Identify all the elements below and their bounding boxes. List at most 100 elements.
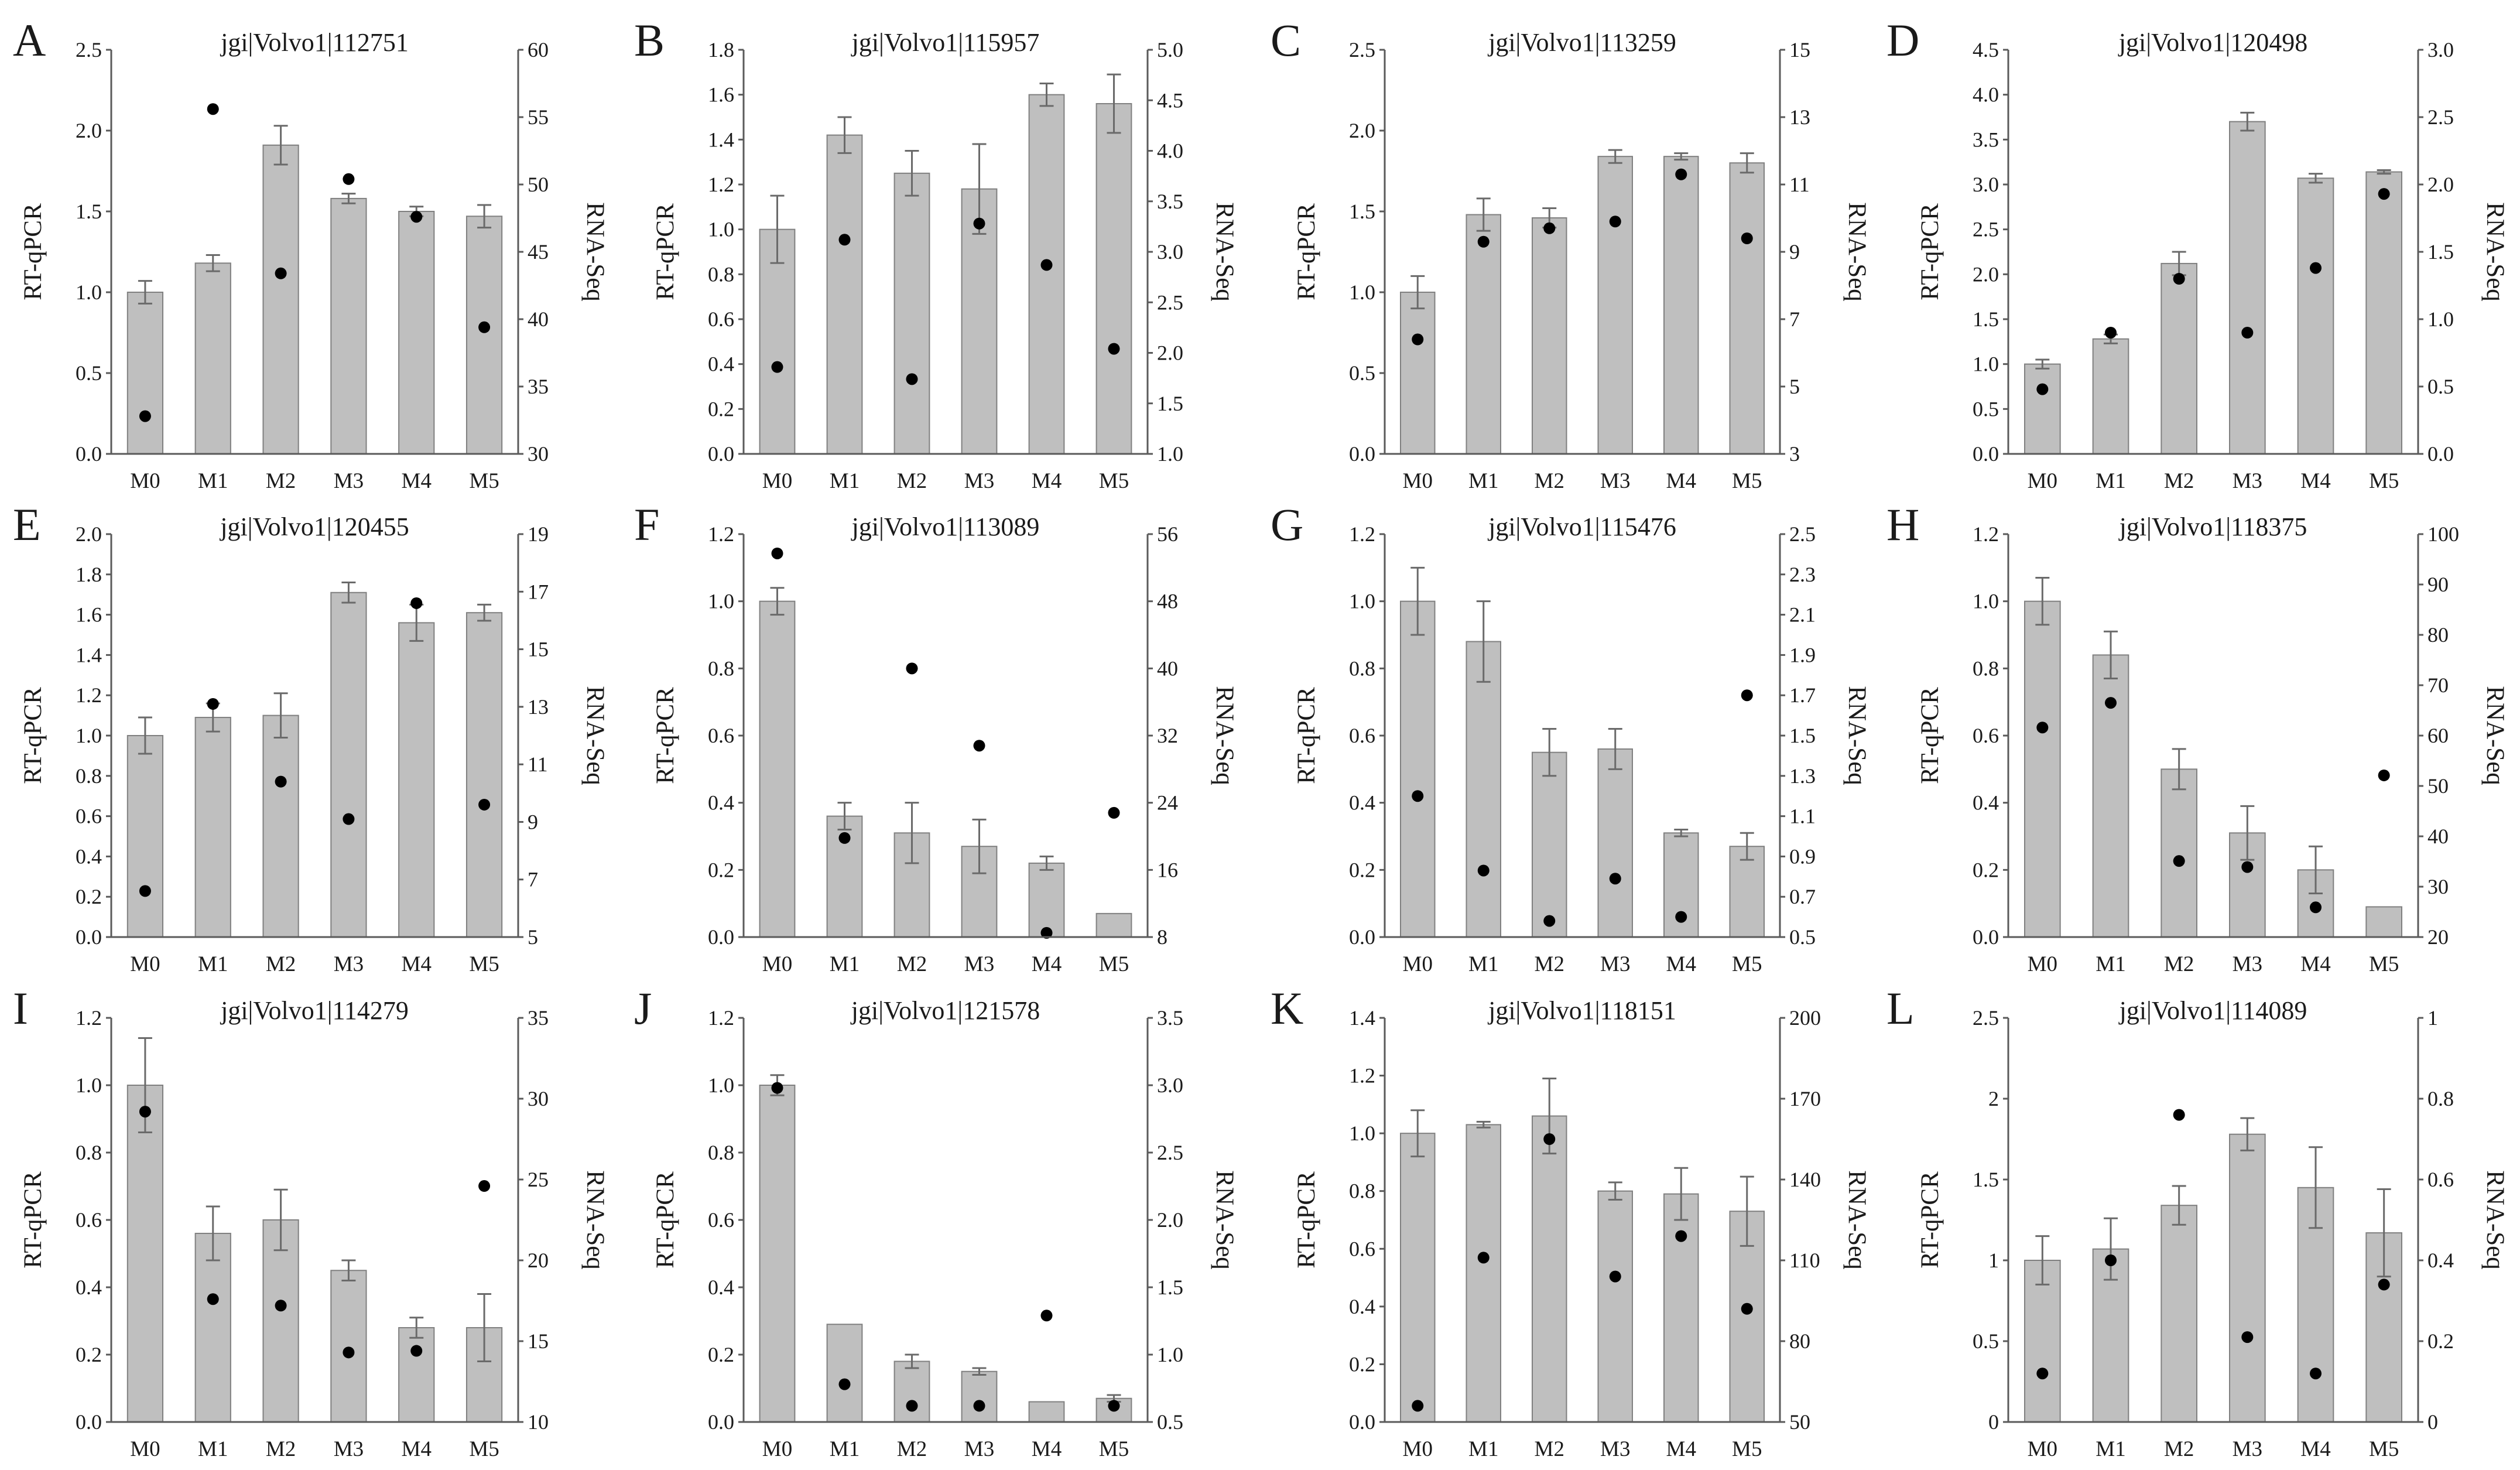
y2-tick-label: 0.5 (2427, 375, 2454, 398)
y-tick-label: 0.8 (708, 1141, 734, 1164)
y-axis-title: RT-qPCR (1916, 203, 1944, 300)
category-label: M2 (2164, 1437, 2194, 1461)
rnaseq-point-m2 (906, 373, 918, 385)
category-label: M1 (830, 952, 860, 976)
y2-tick-label: 40 (2427, 825, 2449, 848)
category-label: M3 (334, 952, 364, 976)
category-label: M2 (2164, 952, 2194, 976)
panel-letter: K (1271, 983, 1303, 1034)
category-label: M1 (1468, 952, 1498, 976)
y2-tick-label: 15 (528, 1329, 549, 1353)
bar-m3 (2229, 121, 2266, 454)
panel-title: jgi|Volvo1|118375 (2118, 512, 2307, 541)
y-tick-label: 0.0 (708, 925, 734, 949)
category-label: M4 (2300, 1437, 2330, 1461)
y-tick-label: 0.8 (708, 657, 734, 680)
y2-tick-label: 90 (2427, 573, 2449, 596)
bar-m1 (826, 1324, 863, 1423)
y2-tick-label: 30 (2427, 875, 2449, 898)
y2-tick-label: 0.5 (1157, 1410, 1183, 1434)
rnaseq-point-m3 (1609, 1270, 1621, 1283)
y2-tick-label: 32 (1157, 724, 1178, 747)
panel-title: jgi|Volvo1|118151 (1487, 996, 1676, 1025)
y-tick-label: 0.4 (1349, 791, 1375, 815)
category-label: M0 (2028, 1437, 2057, 1461)
y-tick-label: 2.0 (1349, 119, 1375, 142)
bar-m4 (1663, 1193, 1699, 1423)
panel-letter: L (1886, 983, 1915, 1034)
panel-letter: I (13, 983, 28, 1034)
bar-m0 (759, 228, 796, 454)
y2-tick-label: 2.5 (1157, 290, 1183, 314)
bar-m2 (262, 1219, 299, 1423)
y-tick-label: 1.0 (708, 218, 734, 241)
bar-m5 (465, 216, 503, 454)
y2-axis-title: RNA-Seq (1843, 686, 1871, 785)
panel-letter: G (1271, 499, 1303, 550)
y-axis-title: RT-qPCR (1293, 687, 1320, 784)
panel-title: jgi|Volvo1|120455 (219, 512, 409, 541)
rnaseq-point-m3 (973, 1400, 985, 1412)
bar-m0 (2024, 600, 2061, 938)
y-tick-label: 4.0 (1973, 83, 1999, 107)
rnaseq-point-m5 (2378, 769, 2390, 781)
y-tick-label: 0.0 (1973, 442, 1999, 466)
y-axis-title: RT-qPCR (1293, 1171, 1320, 1269)
rnaseq-point-m2 (2173, 855, 2185, 867)
y2-tick-label: 70 (2427, 674, 2449, 697)
y2-tick-label: 0.0 (2427, 442, 2454, 466)
rnaseq-point-m3 (973, 740, 985, 752)
bar-m5 (2365, 171, 2402, 454)
y2-tick-label: 50 (2427, 774, 2449, 798)
category-label: M4 (1666, 469, 1696, 493)
y-tick-label: 0.2 (76, 885, 102, 908)
y-tick-label: 0.2 (708, 858, 734, 881)
y-tick-label: 0.8 (1349, 1180, 1375, 1203)
bar-m5 (1729, 162, 1765, 454)
y2-tick-label: 4.0 (1157, 139, 1183, 163)
panel-letter: E (13, 499, 41, 550)
category-label: M3 (2233, 469, 2262, 493)
y-tick-label: 0.6 (708, 724, 734, 747)
category-label: M2 (2164, 469, 2194, 493)
y2-tick-label: 200 (1789, 1006, 1821, 1030)
y-tick-label: 2 (1988, 1087, 1999, 1110)
y2-tick-label: 1.5 (1789, 724, 1816, 747)
rnaseq-point-m2 (1543, 222, 1556, 234)
category-label: M2 (266, 952, 296, 976)
y2-tick-label: 11 (1789, 173, 1810, 196)
category-label: M5 (1732, 952, 1762, 976)
y-tick-label: 0.5 (1349, 361, 1375, 385)
rnaseq-point-m3 (2241, 861, 2254, 873)
y2-tick-label: 40 (1157, 657, 1178, 680)
y2-axis-title: RNA-Seq (1211, 686, 1238, 785)
rnaseq-point-m0 (771, 361, 783, 373)
bar-m1 (826, 134, 863, 454)
category-label: M4 (1032, 1437, 1062, 1461)
bar-m0 (759, 600, 796, 938)
y-tick-label: 0.5 (1973, 1329, 1999, 1353)
y-tick-label: 1.5 (76, 200, 102, 223)
y-tick-label: 1.2 (76, 683, 102, 707)
category-label: M5 (1099, 952, 1129, 976)
rnaseq-point-m5 (1108, 806, 1120, 819)
rnaseq-point-m3 (2241, 1331, 2254, 1343)
y-tick-label: 1.0 (76, 724, 102, 747)
category-label: M0 (130, 1437, 160, 1461)
category-label: M3 (964, 1437, 994, 1461)
rnaseq-point-m3 (973, 217, 985, 230)
y-axis-title: RT-qPCR (652, 203, 679, 300)
y2-tick-label: 20 (528, 1249, 549, 1272)
y-tick-label: 0.6 (1349, 1237, 1375, 1260)
category-label: M5 (2369, 469, 2399, 493)
panel-letter: H (1886, 499, 1919, 550)
rnaseq-point-m0 (771, 547, 783, 559)
y-axis-title: RT-qPCR (19, 687, 47, 784)
y2-axis-title: RNA-Seq (1211, 1170, 1238, 1270)
rnaseq-point-m0 (139, 1106, 151, 1118)
category-label: M3 (1600, 1437, 1630, 1461)
rnaseq-point-m0 (2036, 383, 2049, 395)
